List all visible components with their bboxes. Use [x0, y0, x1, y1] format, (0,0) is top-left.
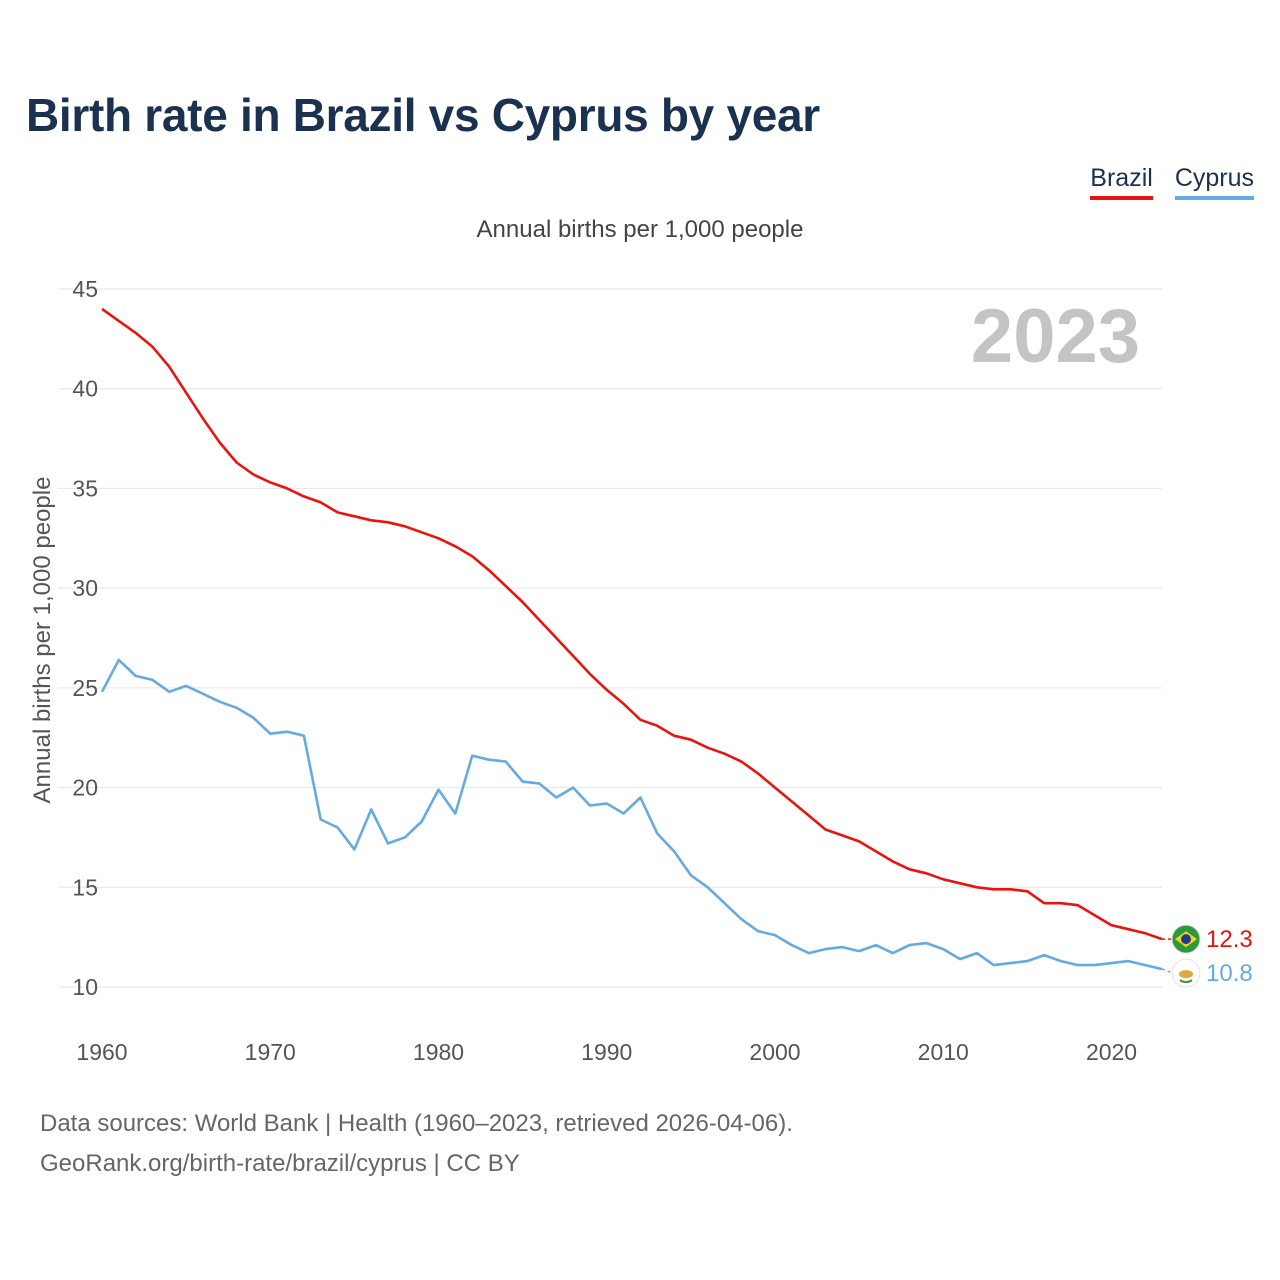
end-value-label-brazil: 12.3	[1206, 926, 1253, 953]
series-line-cyprus	[100, 658, 1163, 971]
y-tick-label: 45	[72, 276, 98, 302]
y-tick-label: 30	[72, 575, 98, 601]
series-end-markers: 12.3 10.8	[1161, 924, 1253, 988]
x-tick-label: 2010	[918, 1039, 969, 1065]
current-year-watermark: 2023	[971, 294, 1140, 379]
legend-item-cyprus[interactable]: Cyprus	[1174, 164, 1254, 200]
end-value-label-cyprus: 10.8	[1206, 960, 1253, 987]
brazil-flag-icon	[1171, 924, 1201, 954]
chart-subtitle: Annual births per 1,000 people	[476, 216, 804, 243]
x-tick-label: 1990	[581, 1039, 632, 1065]
chart-title: Birth rate in Brazil vs Cyprus by year	[26, 89, 820, 141]
x-tick-label: 2020	[1086, 1039, 1137, 1065]
y-tick-label: 35	[72, 475, 98, 501]
grid-lines	[58, 288, 1162, 988]
legend: Brazil Cyprus	[1090, 164, 1254, 200]
x-tick-label: 2000	[749, 1039, 800, 1065]
x-tick-label: 1970	[245, 1039, 296, 1065]
x-axis-ticks: 1960 1970 1980 1990 2000 2010 2020	[76, 1039, 1137, 1065]
x-tick-label: 1980	[413, 1039, 464, 1065]
y-tick-label: 40	[72, 376, 98, 402]
data-source-note: Data sources: World Bank | Health (1960–…	[40, 1110, 793, 1137]
series-lines	[100, 307, 1163, 971]
legend-item-brazil[interactable]: Brazil	[1090, 164, 1153, 200]
end-connector-cyprus	[1161, 968, 1174, 974]
y-tick-label: 15	[72, 874, 98, 900]
series-line-brazil	[101, 307, 1163, 941]
cyprus-flag-icon	[1171, 958, 1201, 988]
footer: Data sources: World Bank | Health (1960–…	[40, 1104, 793, 1184]
y-axis-label: Annual births per 1,000 people	[29, 477, 56, 804]
y-axis-ticks: 10 15 20 25 30 35 40 45	[72, 276, 98, 1000]
y-tick-label: 25	[72, 675, 98, 701]
source-url[interactable]: GeoRank.org/birth-rate/brazil/cyprus | C…	[40, 1150, 520, 1177]
y-tick-label: 20	[72, 775, 98, 801]
y-tick-label: 10	[72, 974, 98, 1000]
x-tick-label: 1960	[76, 1039, 127, 1065]
